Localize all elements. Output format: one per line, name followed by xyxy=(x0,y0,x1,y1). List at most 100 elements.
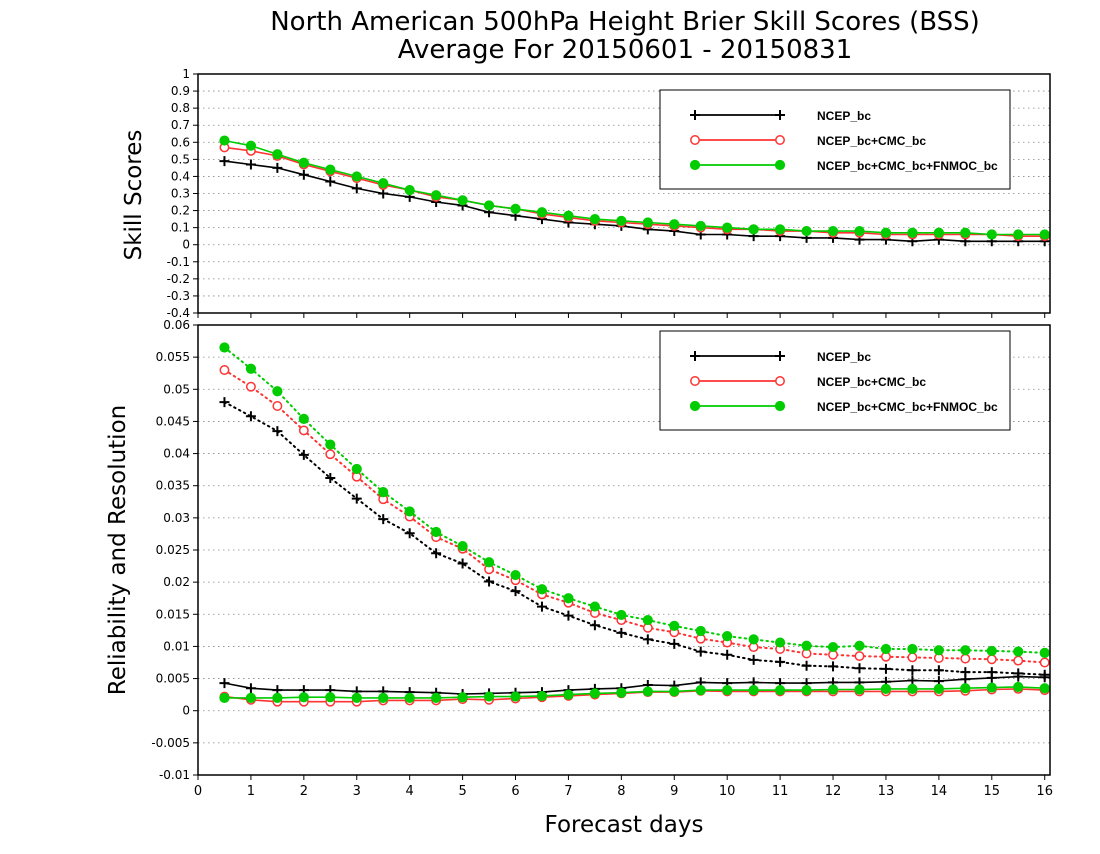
top-y-tick-label: -0.4 xyxy=(167,306,190,320)
top-legend-marker xyxy=(775,110,785,120)
bottom-series-1-point xyxy=(298,425,309,436)
bottom-series-2-point xyxy=(1013,646,1024,657)
bottom-series-0-point xyxy=(563,610,574,621)
top-series-0-point xyxy=(325,176,336,187)
x-tick-label: 0 xyxy=(194,784,202,799)
bottom-series-0-point xyxy=(933,665,944,676)
top-series-2-point xyxy=(325,164,336,175)
x-tick-label: 14 xyxy=(931,784,948,799)
bottom-series-5-point xyxy=(351,692,362,703)
top-legend-marker xyxy=(775,135,785,145)
top-series-2-point xyxy=(986,229,997,240)
bottom-series-3-point xyxy=(986,672,997,683)
bottom-series-5-point xyxy=(775,685,786,696)
bottom-series-2-point xyxy=(457,541,468,552)
bottom-series-5-point xyxy=(219,692,230,703)
bottom-series-2-point xyxy=(404,506,415,517)
top-y-tick-label: 0.6 xyxy=(171,135,190,149)
top-series-2-point xyxy=(801,225,812,237)
bottom-series-0-line xyxy=(223,401,1046,676)
top-y-tick-label: 0.2 xyxy=(171,204,190,218)
bottom-y-tick-label: 0.04 xyxy=(163,447,190,461)
bottom-series-5-point xyxy=(457,692,468,703)
bottom-series-2-point xyxy=(907,643,918,655)
bottom-series-2-markers xyxy=(219,342,1050,658)
bottom-series-5-point xyxy=(854,684,865,695)
top-series-2-point xyxy=(219,135,230,146)
top-legend-marker xyxy=(690,135,700,145)
bottom-series-2-point xyxy=(483,557,495,568)
bottom-series-5-point xyxy=(563,689,574,700)
top-series-0-point xyxy=(298,169,309,180)
bottom-series-5-point xyxy=(669,686,680,697)
bottom-series-5-point xyxy=(827,684,839,695)
bottom-series-5-point xyxy=(986,682,997,693)
x-tick-label: 13 xyxy=(878,784,895,799)
x-tick-label: 5 xyxy=(458,784,466,799)
bottom-series-0-point xyxy=(378,514,389,525)
bottom-series-0-point xyxy=(351,493,362,504)
bottom-series-2-point xyxy=(272,386,283,397)
bottom-series-2-point xyxy=(854,640,865,651)
bottom-panel: -0.01 -0.005 0 0.005 0.01 0.015 0.02 0.025 0.03 0… xyxy=(151,318,1053,799)
bottom-series-0-point xyxy=(695,646,706,657)
bottom-series-5-point xyxy=(536,690,548,702)
bottom-legend-marker xyxy=(775,351,785,361)
top-y-tick-label: 0.3 xyxy=(171,187,190,201)
bottom-series-2-point xyxy=(722,631,733,642)
top-series-2-point xyxy=(642,217,653,228)
bottom-y-tick-label: 0.01 xyxy=(163,639,190,653)
bottom-series-2-point xyxy=(669,620,680,631)
bottom-series-0-point xyxy=(219,397,230,408)
bottom-y-tick-label: 0.025 xyxy=(156,543,190,557)
bottom-y-tick-label: 0.05 xyxy=(163,382,190,396)
bottom-series-0-point xyxy=(828,661,839,672)
top-legend-marker xyxy=(690,110,700,120)
top-series-2-point xyxy=(616,215,627,226)
bottom-series-5-point xyxy=(960,683,971,694)
bottom-y-tick-label: 0.035 xyxy=(156,479,190,493)
bottom-series-3-point xyxy=(219,678,230,689)
top-y-tick-label: 0.4 xyxy=(171,169,190,183)
top-legend-label: NCEP_bc+CMC_bc xyxy=(817,134,926,148)
bottom-series-5-point xyxy=(298,692,309,703)
bottom-series-2-point xyxy=(325,439,336,450)
bottom-series-1-point xyxy=(1013,655,1024,666)
bottom-y-axis-label: Reliability and Resolution xyxy=(105,405,131,695)
bottom-series-2-point xyxy=(801,640,812,651)
bottom-series-0-point xyxy=(245,411,256,422)
top-plot-area xyxy=(219,135,1050,247)
bottom-series-2-point xyxy=(219,342,230,353)
bottom-series-2-point xyxy=(880,643,892,655)
bottom-series-5-point xyxy=(589,688,600,699)
bottom-y-tick-label: 0.03 xyxy=(163,511,190,525)
bottom-series-5-point xyxy=(431,692,442,703)
top-series-2-point xyxy=(1013,229,1024,240)
top-series-2-point xyxy=(483,200,495,211)
top-series-2-point xyxy=(272,149,283,160)
bottom-series-2-point xyxy=(351,463,362,475)
bottom-series-5-point xyxy=(1013,681,1024,693)
bottom-series-2-point xyxy=(827,641,839,653)
bottom-series-5-point xyxy=(1039,683,1050,694)
bottom-legend: NCEP_bc NCEP_bc+CMC_bc NCEP_bc+CMC_bc+FNMO… xyxy=(659,330,1011,431)
top-frame xyxy=(197,73,1051,314)
top-series-2-point xyxy=(1039,229,1050,240)
bottom-series-5-line xyxy=(224,686,1045,699)
top-series-2-point xyxy=(960,227,971,238)
bottom-series-0-point xyxy=(801,660,812,671)
bottom-series-4-markers xyxy=(219,683,1050,707)
bottom-series-5-point xyxy=(933,683,944,694)
top-series-2-point xyxy=(404,184,415,196)
bottom-series-0-point xyxy=(431,548,442,559)
bottom-series-1-point xyxy=(986,654,997,665)
top-series-2-point xyxy=(510,203,521,214)
bottom-series-0-point xyxy=(272,426,283,437)
bottom-y-tick-label: 0.055 xyxy=(156,350,190,364)
bottom-y-tick-label: 0.015 xyxy=(156,607,190,621)
bottom-series-2-point xyxy=(616,609,627,621)
bottom-series-3-markers xyxy=(219,671,1050,699)
top-y-tick-label: 0.7 xyxy=(171,118,190,132)
bottom-series-0-point xyxy=(748,654,759,665)
x-tick-label: 6 xyxy=(511,784,519,799)
